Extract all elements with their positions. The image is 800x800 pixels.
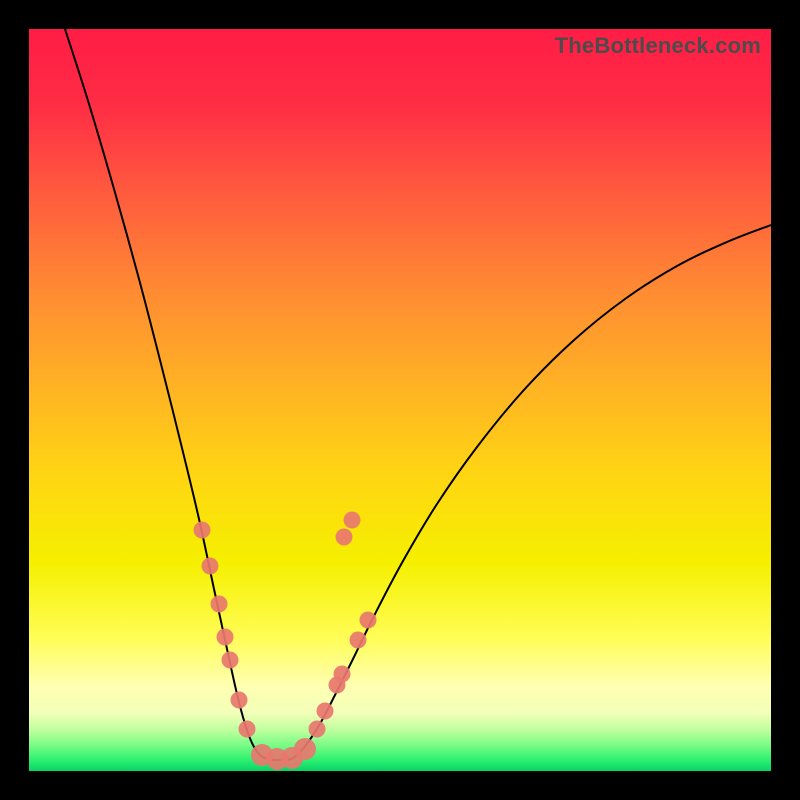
data-marker: [211, 596, 228, 613]
data-marker: [239, 721, 256, 738]
data-marker: [334, 666, 351, 683]
data-markers: [194, 512, 377, 771]
watermark-text: TheBottleneck.com: [555, 33, 761, 59]
chart-frame: TheBottleneck.com: [29, 29, 771, 771]
data-marker: [360, 612, 377, 629]
bottleneck-curve: [65, 29, 771, 760]
data-marker: [317, 703, 334, 720]
data-marker: [194, 522, 211, 539]
data-marker: [231, 692, 248, 709]
data-marker: [344, 512, 361, 529]
data-marker: [336, 529, 353, 546]
data-marker: [202, 558, 219, 575]
data-marker: [350, 632, 367, 649]
data-marker: [217, 629, 234, 646]
data-marker: [309, 721, 326, 738]
data-marker: [294, 738, 316, 760]
chart-overlay: [29, 29, 771, 771]
data-marker: [222, 652, 239, 669]
